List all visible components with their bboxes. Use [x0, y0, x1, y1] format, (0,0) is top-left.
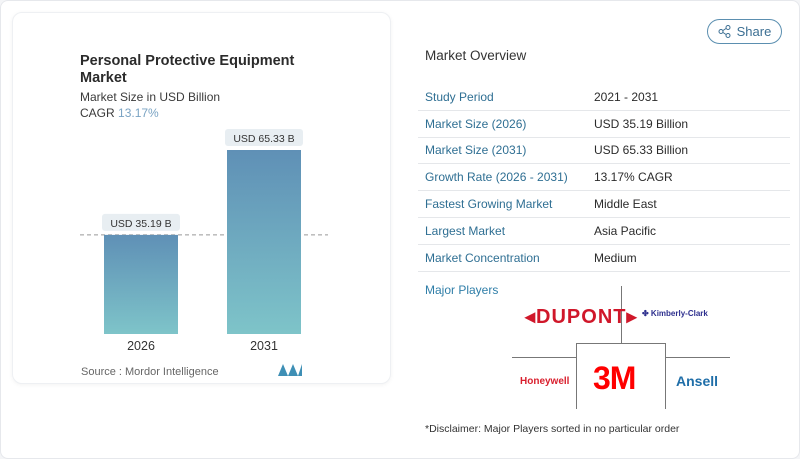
dupont-logo: ◂DUPONT▸ [525, 306, 638, 328]
share-label: Share [736, 24, 772, 39]
data-label-bg [225, 129, 303, 146]
row-label: Market Size (2026) [425, 116, 527, 131]
row-label: Study Period [425, 89, 494, 104]
bar-2026 [104, 234, 178, 334]
overview-row: Fastest Growing Market Middle East [418, 191, 790, 218]
row-value: 2021 - 2031 [594, 89, 659, 104]
row-value: USD 65.33 Billion [594, 143, 689, 158]
bar-2031 [227, 150, 301, 334]
ansell-logo: Ansell [676, 373, 719, 389]
row-label: Largest Market [425, 223, 506, 238]
overview-row: Largest Market Asia Pacific [418, 218, 790, 245]
honeywell-logo: Honeywell [520, 376, 570, 387]
chart-subtitle: Market Size in USD Billion [80, 90, 221, 104]
chart-title: Personal Protective Equipment Market [80, 53, 295, 86]
cagr: CAGR 13.17% [80, 106, 159, 120]
row-label: Fastest Growing Market [425, 197, 553, 212]
source-text: Source : Mordor Intelligence [81, 366, 219, 378]
chart-card [12, 12, 391, 384]
overview-row: Market Concentration Medium [418, 245, 790, 272]
x-tick-label: 2031 [250, 339, 278, 353]
overview-row: Market Size (2026) USD 35.19 Billion [418, 111, 790, 138]
3m-logo: 3M [593, 360, 636, 396]
mordor-logo-icon [278, 364, 302, 376]
disclaimer: *Disclaimer: Major Players sorted in no … [425, 423, 680, 435]
data-label: USD 65.33 B [233, 133, 294, 145]
overview-row: Market Size (2031) USD 65.33 Billion [418, 138, 790, 165]
cagr-label: CAGR [80, 106, 115, 120]
row-label: Growth Rate (2026 - 2031) [425, 170, 568, 185]
row-value: Medium [594, 250, 637, 265]
major-players-title: Major Players [425, 283, 499, 297]
row-value: Middle East [594, 197, 657, 212]
cagr-value: 13.17% [118, 106, 159, 120]
row-value: Asia Pacific [594, 223, 657, 238]
x-tick-label: 2026 [127, 339, 155, 353]
kimberly-clark-logo: ✤ Kimberly-Clark [642, 309, 708, 318]
row-label: Market Size (2031) [425, 143, 527, 158]
bar-chart: USD 35.19 B 2026 USD 65.33 B 2031 [80, 129, 328, 353]
overview-row: Study Period 2021 - 2031 [418, 84, 790, 111]
overview-title: Market Overview [425, 48, 527, 63]
row-label: Market Concentration [425, 250, 540, 265]
data-label: USD 35.19 B [110, 218, 171, 230]
data-label-bg [102, 213, 180, 231]
overview-table: Study Period 2021 - 2031 Market Size (2026… [418, 84, 790, 272]
share-button[interactable]: Share [707, 19, 782, 44]
share-icon [718, 25, 731, 38]
overview-row: Growth Rate (2026 - 2031) 13.17% CAGR [418, 164, 790, 192]
row-value: 13.17% CAGR [594, 170, 673, 185]
row-value: USD 35.19 Billion [594, 116, 689, 131]
